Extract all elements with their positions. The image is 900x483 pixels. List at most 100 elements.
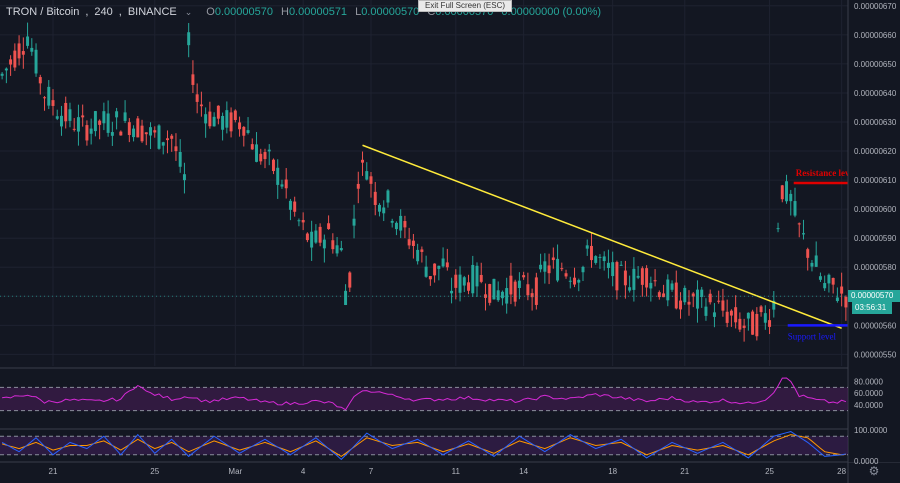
candle-body xyxy=(454,274,458,288)
candle-body xyxy=(450,290,454,294)
time-tick-label: 25 xyxy=(765,467,774,476)
ohlc-open: O0.00000570 xyxy=(206,6,273,18)
candle-body xyxy=(662,293,666,298)
candle-body xyxy=(284,179,288,189)
interval[interactable]: 240 xyxy=(94,6,113,18)
candle-body xyxy=(763,313,767,323)
candle-body xyxy=(318,226,322,243)
candle-body xyxy=(255,144,259,162)
candle-body xyxy=(827,274,831,284)
candle-body xyxy=(30,47,34,52)
candle-body xyxy=(708,293,712,303)
gear-icon[interactable]: ⚙ xyxy=(868,464,880,478)
candle-body xyxy=(543,261,547,272)
candle-body xyxy=(666,279,670,301)
candle-body xyxy=(424,266,428,277)
candle-body xyxy=(657,292,661,298)
candle-body xyxy=(581,266,585,273)
symbol-header[interactable]: TRON / Bitcoin , 240 , BINANCE ⌄ O0.0000… xyxy=(6,4,601,20)
candle-body xyxy=(81,115,85,118)
stoch-k-line xyxy=(1,431,846,461)
candle-body xyxy=(492,278,496,300)
trendline xyxy=(362,144,842,329)
candle-body xyxy=(670,283,674,290)
exchange: BINANCE xyxy=(127,6,177,18)
time-tick-label: 7 xyxy=(369,467,374,476)
candle-body xyxy=(361,159,365,163)
rsi-tick-label: 80.0000 xyxy=(854,378,883,387)
candle-body xyxy=(123,112,127,121)
candle-body xyxy=(386,190,390,203)
candle-body xyxy=(496,290,500,301)
candle-body xyxy=(76,117,80,132)
candle-body xyxy=(288,200,292,210)
candle-body xyxy=(623,270,627,286)
candle-body xyxy=(746,312,750,319)
candle-body xyxy=(768,320,772,327)
time-tick-label: 21 xyxy=(680,467,689,476)
resistance-label: Resistance level xyxy=(796,168,857,178)
candle-body xyxy=(679,300,683,310)
candle-body xyxy=(785,181,789,202)
candle-body xyxy=(403,221,407,228)
candle-body xyxy=(640,268,644,285)
candle-body xyxy=(776,228,780,230)
candle-body xyxy=(704,306,708,316)
price-tick-label: 0.00000590 xyxy=(854,234,897,243)
chevron-down-icon[interactable]: ⌄ xyxy=(184,6,193,17)
price-tick-label: 0.00000650 xyxy=(854,60,897,69)
candle-body xyxy=(132,128,136,138)
candle-body xyxy=(208,111,212,127)
candle-body xyxy=(789,193,793,202)
rsi-line xyxy=(2,377,847,411)
candle-body xyxy=(806,249,810,258)
candle-body xyxy=(369,176,373,184)
candle-body xyxy=(259,153,263,162)
candle-body xyxy=(517,280,521,289)
stoch-tick-label: 0.0000 xyxy=(854,457,879,466)
stoch-d-line xyxy=(1,434,846,458)
candle-body xyxy=(356,183,360,189)
price-tick-label: 0.00000550 xyxy=(854,350,897,359)
candle-body xyxy=(382,207,386,214)
candle-body xyxy=(170,135,174,139)
candle-body xyxy=(585,245,589,249)
candle-body xyxy=(606,262,610,268)
candle-body xyxy=(437,265,441,269)
candle-body xyxy=(772,300,776,310)
time-tick-label: 4 xyxy=(301,467,306,476)
candle-body xyxy=(51,100,55,106)
candle-body xyxy=(433,263,437,276)
candle-body xyxy=(556,258,560,281)
time-tick-label: 28 xyxy=(837,467,846,476)
candle-body xyxy=(43,97,47,99)
candle-body xyxy=(742,325,746,328)
candle-body xyxy=(221,115,225,130)
candle-body xyxy=(823,283,827,289)
ohlc-high: H0.00000571 xyxy=(280,6,348,18)
candle-body xyxy=(242,126,246,136)
candle-body xyxy=(140,125,144,142)
candle-body xyxy=(93,111,97,132)
candle-body xyxy=(691,293,695,297)
candle-body xyxy=(13,50,17,68)
candle-body xyxy=(420,249,424,252)
candle-body xyxy=(4,68,8,71)
candles-group xyxy=(0,22,848,342)
candle-body xyxy=(725,311,729,323)
header-separator-2: , xyxy=(118,6,122,18)
time-tick-label: 18 xyxy=(608,467,617,476)
candle-body xyxy=(98,120,102,125)
candle-body xyxy=(462,277,466,286)
symbol-name[interactable]: TRON / Bitcoin xyxy=(6,6,80,18)
candle-body xyxy=(488,284,492,303)
candle-body xyxy=(734,307,738,323)
candle-body xyxy=(835,297,839,302)
stoch-tick-label: 100.0000 xyxy=(854,426,888,435)
candle-body xyxy=(445,262,449,268)
candle-body xyxy=(377,204,381,212)
rsi-tick-label: 40.0000 xyxy=(854,401,883,410)
candle-body xyxy=(568,280,572,282)
